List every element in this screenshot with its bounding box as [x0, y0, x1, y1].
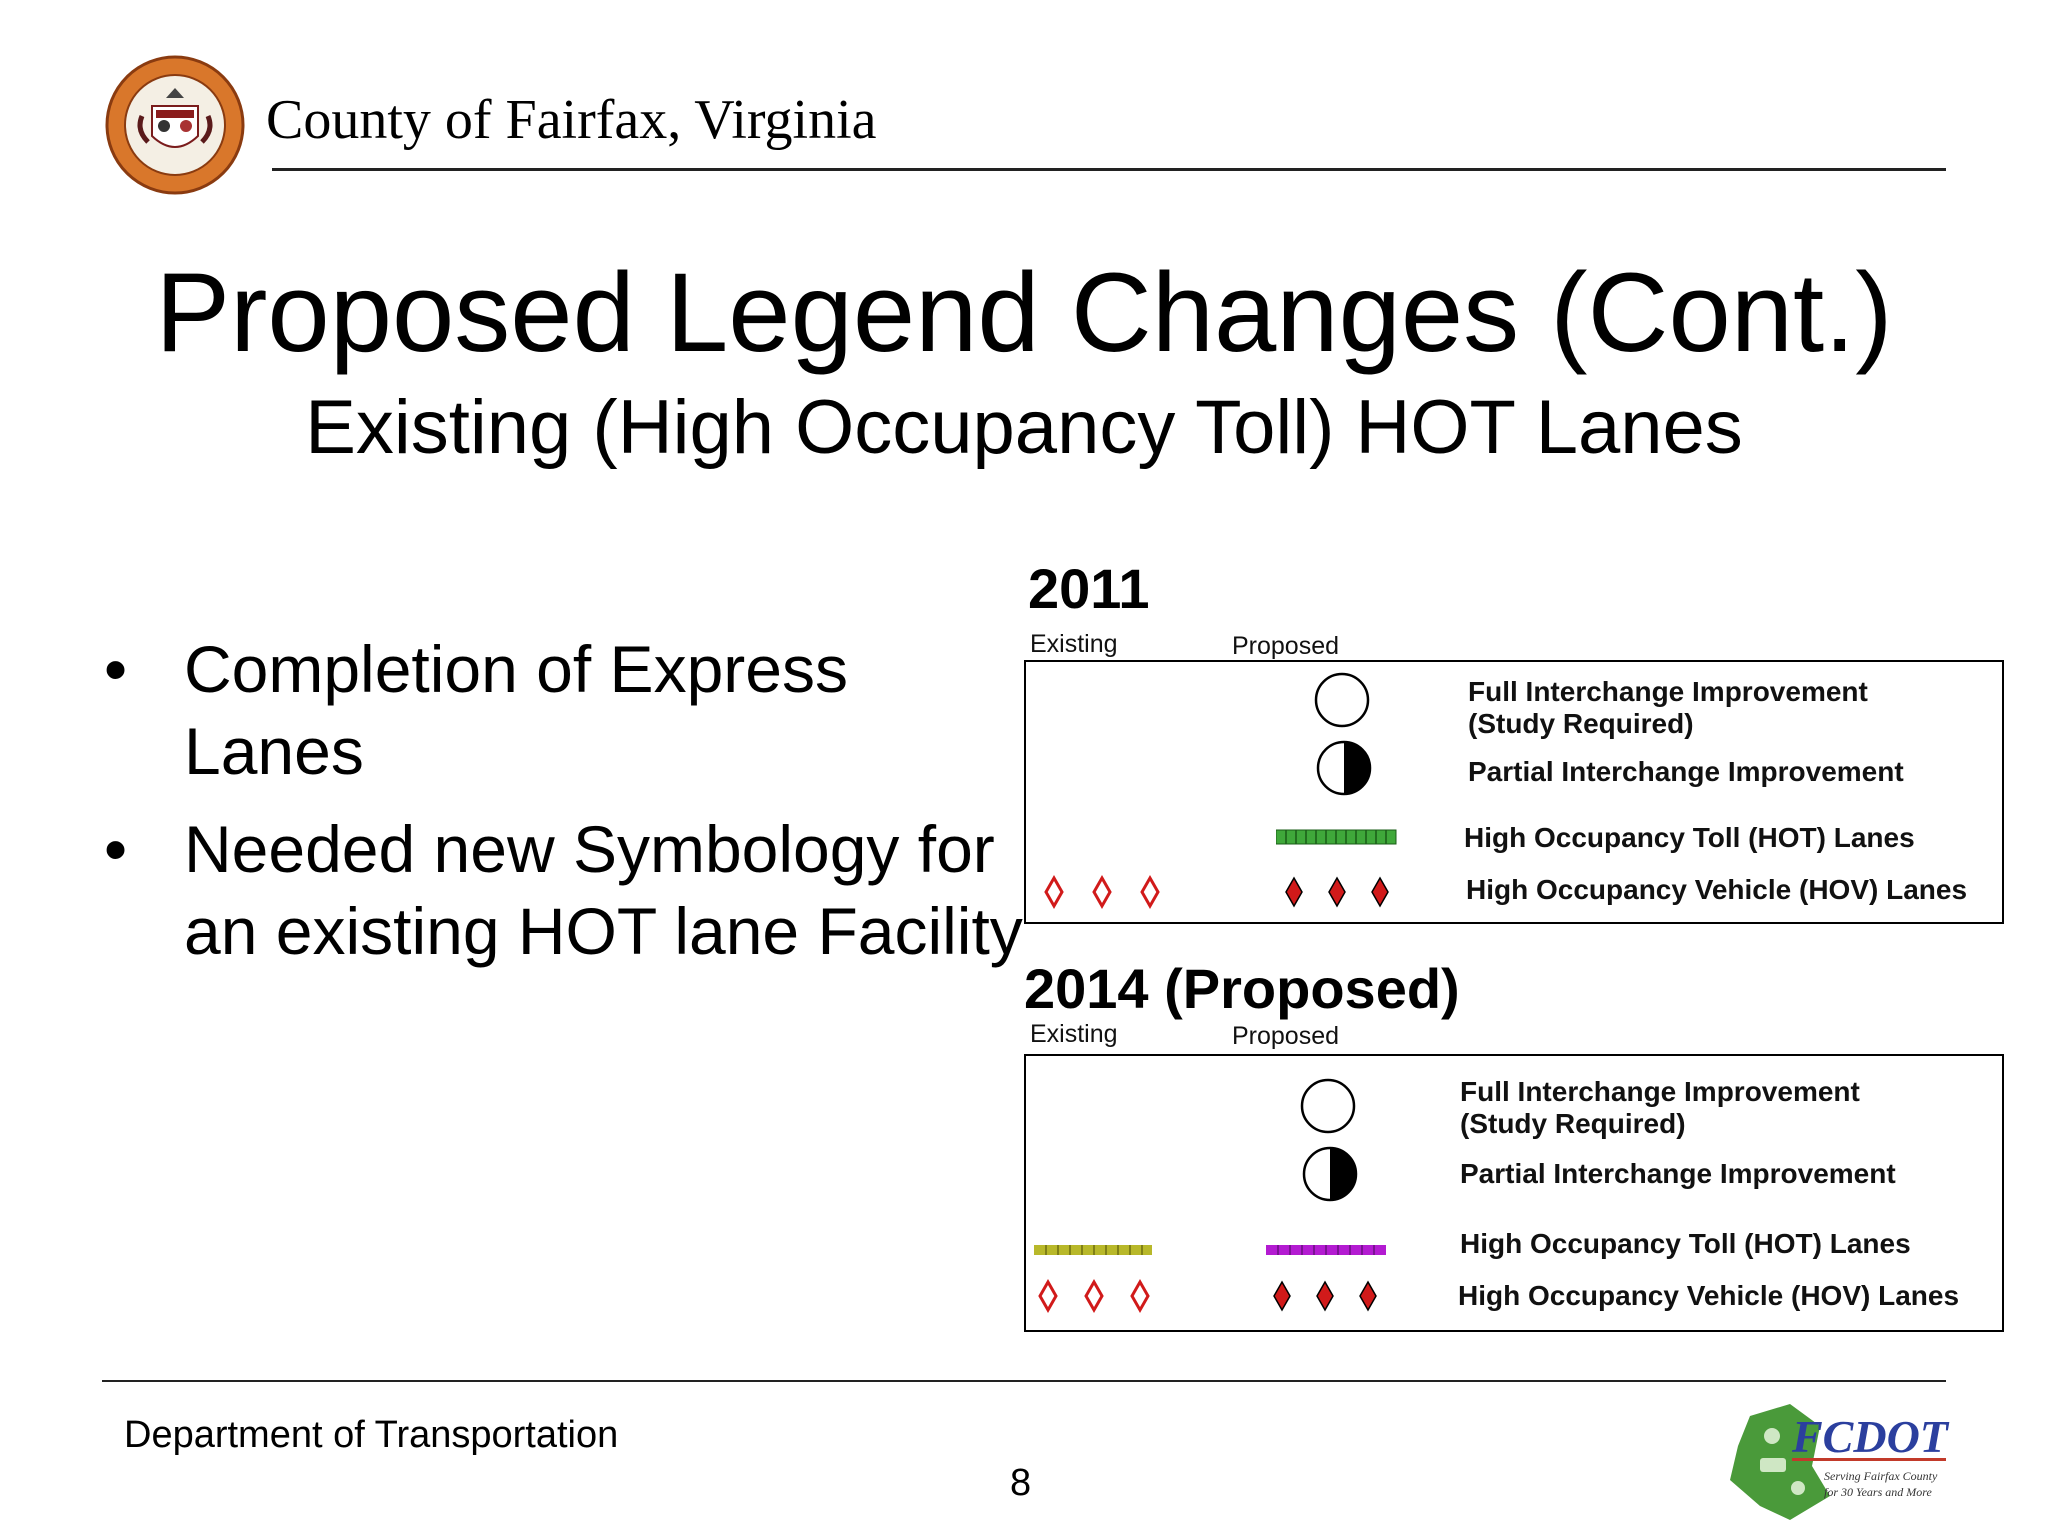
bullet-dot: • [104, 632, 128, 706]
legend-2011-hot-label: High Occupancy Toll (HOT) Lanes [1464, 822, 1915, 853]
header-divider [272, 168, 1946, 171]
legend-2011-full-interchange-label: Full Interchange Improvement [1468, 676, 1868, 707]
hov-proposed-solid-diamonds-icon [1285, 876, 1389, 908]
slide-title: Proposed Legend Changes (Cont.) [155, 250, 1893, 375]
bullet-text: Needed new Symbology for an existing HOT… [184, 812, 1023, 968]
legend-2014-full-interchange-label: Full Interchange Improvement [1460, 1076, 1860, 1107]
legend-2014-box: Full Interchange Improvement (Study Requ… [1024, 1054, 2004, 1332]
hov-proposed-solid-diamonds-icon [1273, 1280, 1377, 1312]
footer-divider [102, 1380, 1946, 1382]
slide-subtitle: Existing (High Occupancy Toll) HOT Lanes [305, 385, 1743, 470]
department-name: Department of Transportation [124, 1414, 619, 1456]
legend-2011-existing-header: Existing [1030, 630, 1118, 658]
hov-existing-hollow-diamonds-icon [1038, 1278, 1150, 1314]
county-seal-logo [105, 55, 245, 195]
full-interchange-circle-icon [1314, 672, 1370, 728]
legend-2011-hov-label: High Occupancy Vehicle (HOV) Lanes [1466, 874, 1968, 905]
hot-lane-green-dash-icon [1276, 829, 1397, 845]
legend-2014-hov-label: High Occupancy Vehicle (HOV) Lanes [1458, 1280, 1960, 1311]
legend-2014-proposed-header: Proposed [1232, 1022, 1340, 1050]
hov-existing-hollow-diamonds-icon [1044, 874, 1160, 910]
partial-interchange-halfcircle-icon [1316, 740, 1372, 796]
legend-2011-box: Full Interchange Improvement (Study Requ… [1024, 660, 2004, 924]
hot-proposed-magenta-dash-icon [1266, 1245, 1386, 1255]
county-name: County of Fairfax, Virginia [266, 89, 877, 151]
svg-text:for 30 Years and More: for 30 Years and More [1824, 1485, 1932, 1499]
legend-2014-heading: 2014 (Proposed) [1024, 957, 1460, 1020]
legend-2014-existing-header: Existing [1030, 1020, 1118, 1048]
partial-interchange-halfcircle-icon [1302, 1146, 1358, 1202]
bullet-dot: • [104, 812, 128, 886]
legend-2011-partial-interchange-label: Partial Interchange Improvement [1468, 756, 1904, 787]
legend-2014-study-required-label: (Study Required) [1460, 1108, 1686, 1139]
svg-text:Serving Fairfax County: Serving Fairfax County [1824, 1469, 1938, 1483]
svg-text:FCDOT: FCDOT [1791, 1411, 1950, 1462]
legend-2011-heading: 2011 [1028, 557, 1150, 620]
legend-2011-study-required-label: (Study Required) [1468, 708, 1694, 739]
legend-2014-hot-label: High Occupancy Toll (HOT) Lanes [1460, 1228, 1911, 1259]
full-interchange-circle-icon [1300, 1078, 1356, 1134]
legend-2014-partial-interchange-label: Partial Interchange Improvement [1460, 1158, 1896, 1189]
page-number: 8 [1010, 1462, 1032, 1504]
fcdot-logo: FCDOT Serving Fairfax County for 30 Year… [1730, 1404, 1950, 1520]
hot-existing-olive-dash-icon [1034, 1245, 1152, 1255]
legend-2011-proposed-header: Proposed [1232, 632, 1340, 660]
bullet-text: Completion of Express Lanes [184, 632, 848, 788]
